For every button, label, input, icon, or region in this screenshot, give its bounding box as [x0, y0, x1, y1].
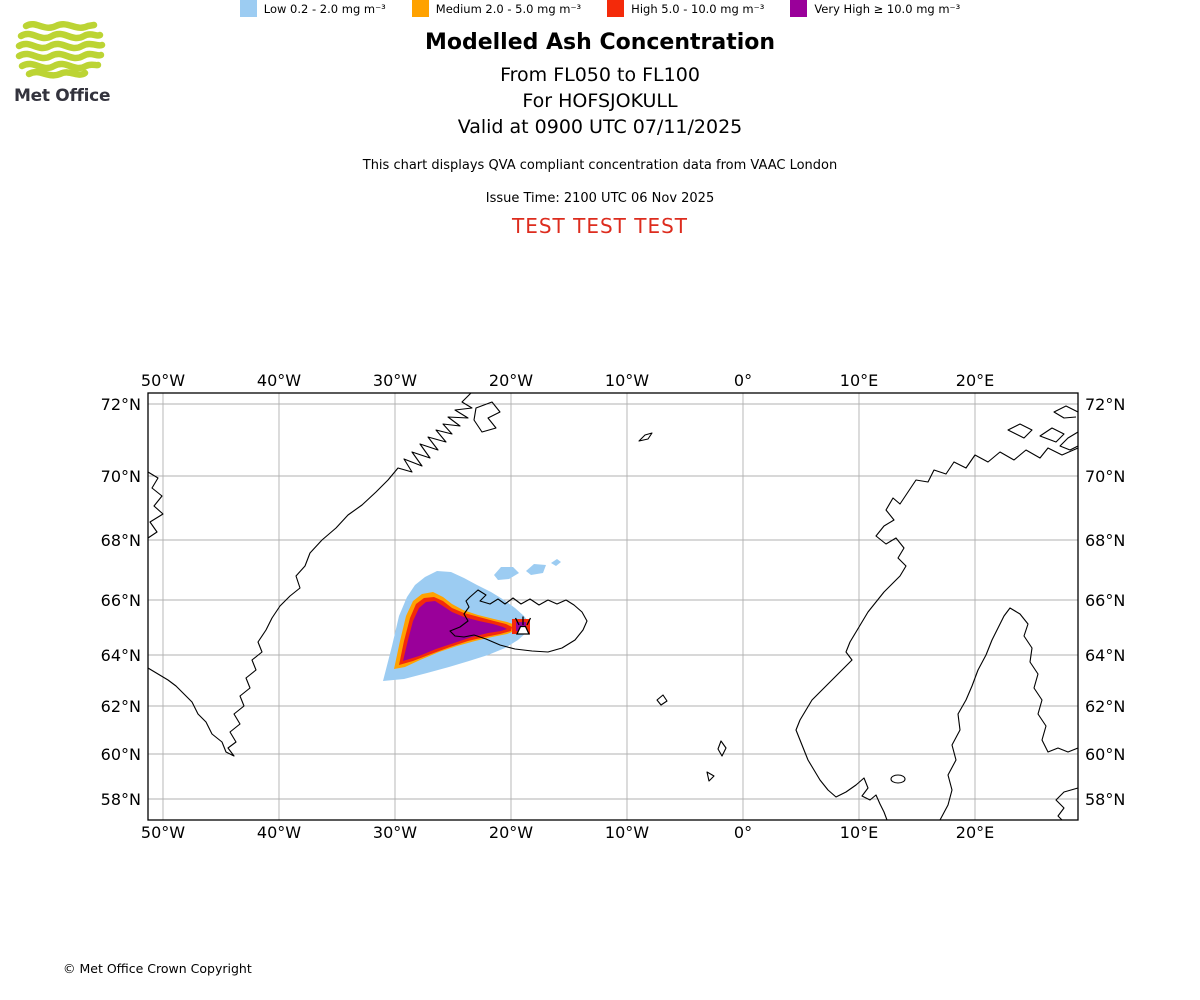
ash-patch-low-3	[551, 559, 561, 566]
legend-swatch-very-high	[790, 0, 808, 17]
graticule-grid	[148, 393, 1078, 820]
x-tick-label: 50°W	[141, 371, 185, 390]
issue-time: Issue Time: 2100 UTC 06 Nov 2025	[485, 191, 715, 206]
y-tick-label: 68°N	[101, 531, 141, 550]
y-tick-label: 66°N	[101, 591, 141, 610]
coastline-norway	[795, 447, 1079, 821]
x-tick-label: 20°W	[489, 823, 533, 842]
ash-region-very-high	[403, 601, 507, 661]
x-tick-label: 30°W	[373, 823, 417, 842]
legend-item-medium: Medium 2.0 - 5.0 mg m⁻³	[411, 0, 582, 17]
legend-item-high: High 5.0 - 10.0 mg m⁻³	[607, 0, 764, 17]
coastline-greenland-fjord-island	[473, 401, 501, 433]
y-tick-label: 62°N	[1085, 697, 1125, 716]
y-tick-label: 72°N	[101, 395, 141, 414]
legend-label-low: Low 0.2 - 2.0 mg m⁻³	[263, 1, 386, 16]
x-tick-label: 20°W	[489, 371, 533, 390]
x-tick-label: 50°W	[141, 823, 185, 842]
coastline-jan-mayen	[638, 432, 653, 442]
y-tick-label: 60°N	[1085, 745, 1125, 764]
legend-label-very-high: Very High ≥ 10.0 mg m⁻³	[814, 1, 961, 16]
y-tick-label: 60°N	[101, 745, 141, 764]
met-office-logo	[14, 20, 124, 84]
legend: Low 0.2 - 2.0 mg m⁻³ Medium 2.0 - 5.0 mg…	[0, 0, 1200, 17]
coastlines	[147, 392, 1079, 821]
ash-plume	[383, 559, 561, 681]
ash-patch-low-2	[526, 564, 546, 575]
x-tick-label: 30°W	[373, 371, 417, 390]
legend-swatch-low	[239, 0, 257, 17]
lake-vanern	[890, 774, 906, 784]
x-tick-label: 0°	[734, 371, 752, 390]
x-tick-label: 20°E	[956, 371, 994, 390]
y-tick-label: 68°N	[1085, 531, 1125, 550]
map-border	[147, 392, 1079, 821]
met-office-logo-waves-icon	[15, 21, 106, 79]
coastline-faroe-islands	[656, 694, 668, 706]
subtitle-valid-time: Valid at 0900 UTC 07/11/2025	[457, 116, 743, 138]
legend-label-high: High 5.0 - 10.0 mg m⁻³	[631, 1, 765, 16]
met-office-logo-text: Met Office	[14, 86, 111, 106]
coastline-kola-edge	[1053, 405, 1079, 419]
test-banner: TEST TEST TEST	[511, 214, 688, 238]
coastline-orkney	[706, 771, 715, 782]
y-tick-label: 72°N	[1085, 395, 1125, 414]
coastline-varanger-edge	[1059, 431, 1079, 451]
coastline-greenland-east	[147, 392, 473, 757]
x-tick-label: 10°E	[840, 823, 878, 842]
x-tick-label: 40°W	[257, 823, 301, 842]
x-tick-label: 10°W	[605, 371, 649, 390]
x-tick-label: 10°W	[605, 823, 649, 842]
y-tick-label: 58°N	[1085, 790, 1125, 809]
qva-note: This chart displays QVA compliant concen…	[362, 158, 838, 173]
x-tick-label: 10°E	[840, 371, 878, 390]
legend-item-very-high: Very High ≥ 10.0 mg m⁻³	[790, 0, 960, 17]
y-tick-label: 70°N	[101, 467, 141, 486]
subtitle-flight-levels: From FL050 to FL100	[500, 64, 700, 86]
axis-labels: 50°W 40°W 30°W 20°W 10°W 0° 10°E 20°E 50…	[101, 371, 1126, 842]
legend-item-low: Low 0.2 - 2.0 mg m⁻³	[239, 0, 386, 17]
volcano-marker	[514, 616, 532, 635]
coastline-greenland-west-edge	[147, 471, 164, 539]
subtitle-volcano: For HOFSJOKULL	[522, 90, 678, 112]
coastline-iceland	[449, 589, 588, 653]
coastline-baltic-southeast	[1055, 787, 1079, 821]
coastline-shetland	[717, 740, 727, 757]
coastline-finnmark-island-1	[1007, 423, 1033, 439]
legend-swatch-high	[607, 0, 625, 17]
x-tick-label: 20°E	[956, 823, 994, 842]
y-tick-label: 64°N	[101, 646, 141, 665]
legend-swatch-medium	[411, 0, 429, 17]
coastline-finnmark-island-2	[1039, 427, 1065, 443]
y-tick-label: 58°N	[101, 790, 141, 809]
y-tick-label: 66°N	[1085, 591, 1125, 610]
page-title: Modelled Ash Concentration	[424, 30, 776, 55]
x-tick-label: 40°W	[257, 371, 301, 390]
copyright-notice: © Met Office Crown Copyright	[63, 961, 252, 976]
y-tick-label: 62°N	[101, 697, 141, 716]
coastline-gulf-of-bothnia	[939, 607, 1079, 821]
ash-patch-low-1	[494, 567, 519, 580]
legend-label-medium: Medium 2.0 - 5.0 mg m⁻³	[435, 1, 582, 16]
x-tick-label: 0°	[734, 823, 752, 842]
y-tick-label: 64°N	[1085, 646, 1125, 665]
y-tick-label: 70°N	[1085, 467, 1125, 486]
